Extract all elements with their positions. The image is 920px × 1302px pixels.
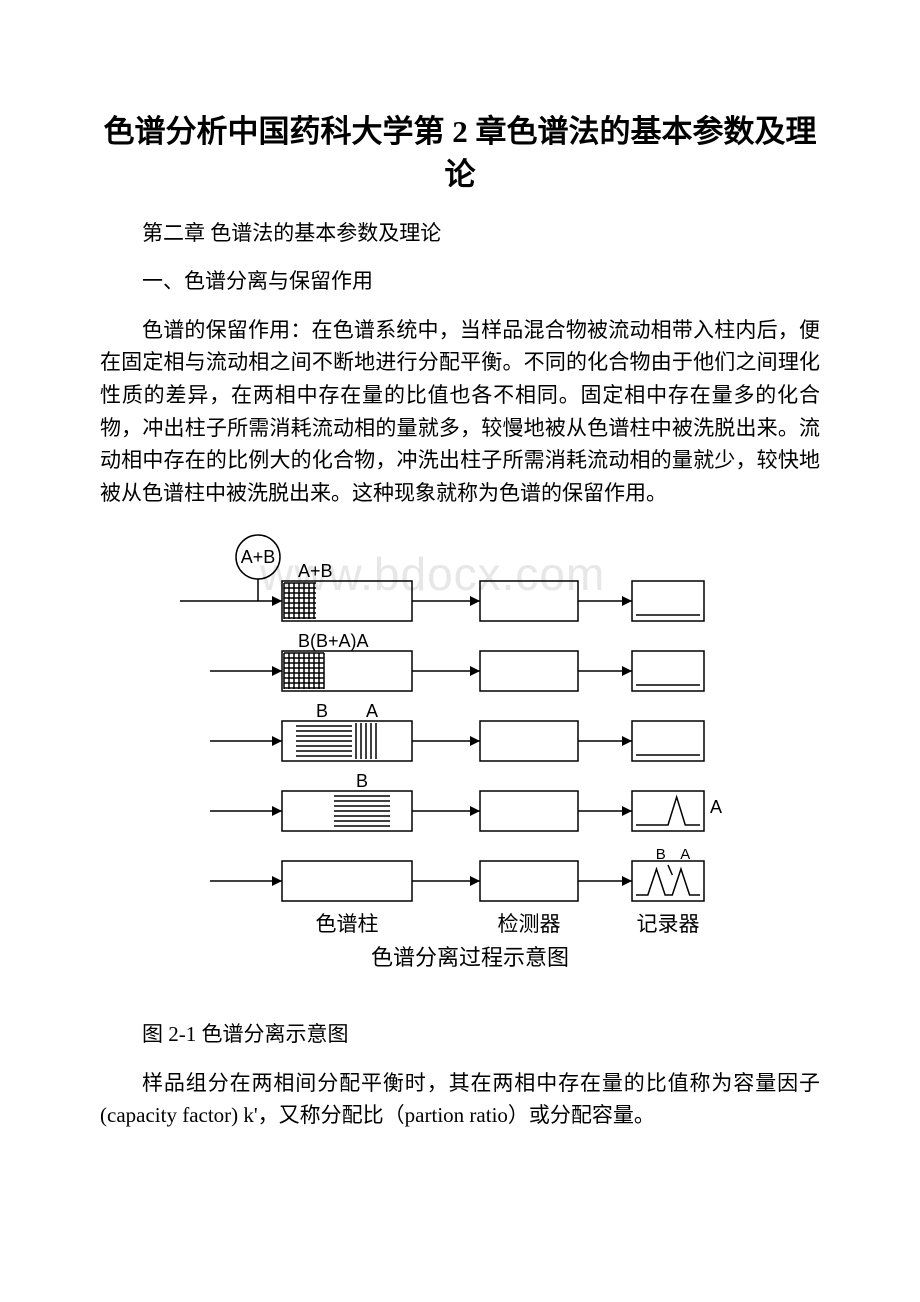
svg-text:A: A (710, 797, 722, 817)
svg-text:色谱分离过程示意图: 色谱分离过程示意图 (371, 945, 569, 970)
figure-caption: 图 2-1 色谱分离示意图 (100, 1018, 820, 1051)
paragraph-2: 样品组分在两相间分配平衡时，其在两相中存在量的比值称为容量因子(capacity… (100, 1067, 820, 1132)
page-title: 色谱分析中国药科大学第 2 章色谱法的基本参数及理论 (100, 110, 820, 197)
section-heading: 一、色谱分离与保留作用 (100, 265, 820, 298)
svg-text:记录器: 记录器 (637, 913, 700, 936)
svg-text:B(B+A)A: B(B+A)A (298, 631, 369, 651)
svg-text:A: A (680, 846, 690, 863)
svg-text:A: A (366, 701, 378, 721)
diagram-container: www.bdocx.com A+BA+BB(B+A)ABABABA色谱柱检测器记… (100, 525, 820, 1000)
chromatography-diagram: A+BA+BB(B+A)ABABABA色谱柱检测器记录器色谱分离过程示意图 (180, 525, 740, 995)
svg-text:A+B: A+B (241, 547, 276, 567)
svg-text:检测器: 检测器 (498, 913, 561, 936)
svg-text:色谱柱: 色谱柱 (316, 913, 379, 936)
svg-text:B: B (316, 701, 328, 721)
svg-text:B: B (656, 846, 666, 863)
svg-text:B: B (356, 771, 368, 791)
paragraph-1: 色谱的保留作用：在色谱系统中，当样品混合物被流动相带入柱内后，便在固定相与流动相… (100, 314, 820, 509)
chapter-heading: 第二章 色谱法的基本参数及理论 (100, 217, 820, 250)
svg-text:A+B: A+B (298, 561, 333, 581)
